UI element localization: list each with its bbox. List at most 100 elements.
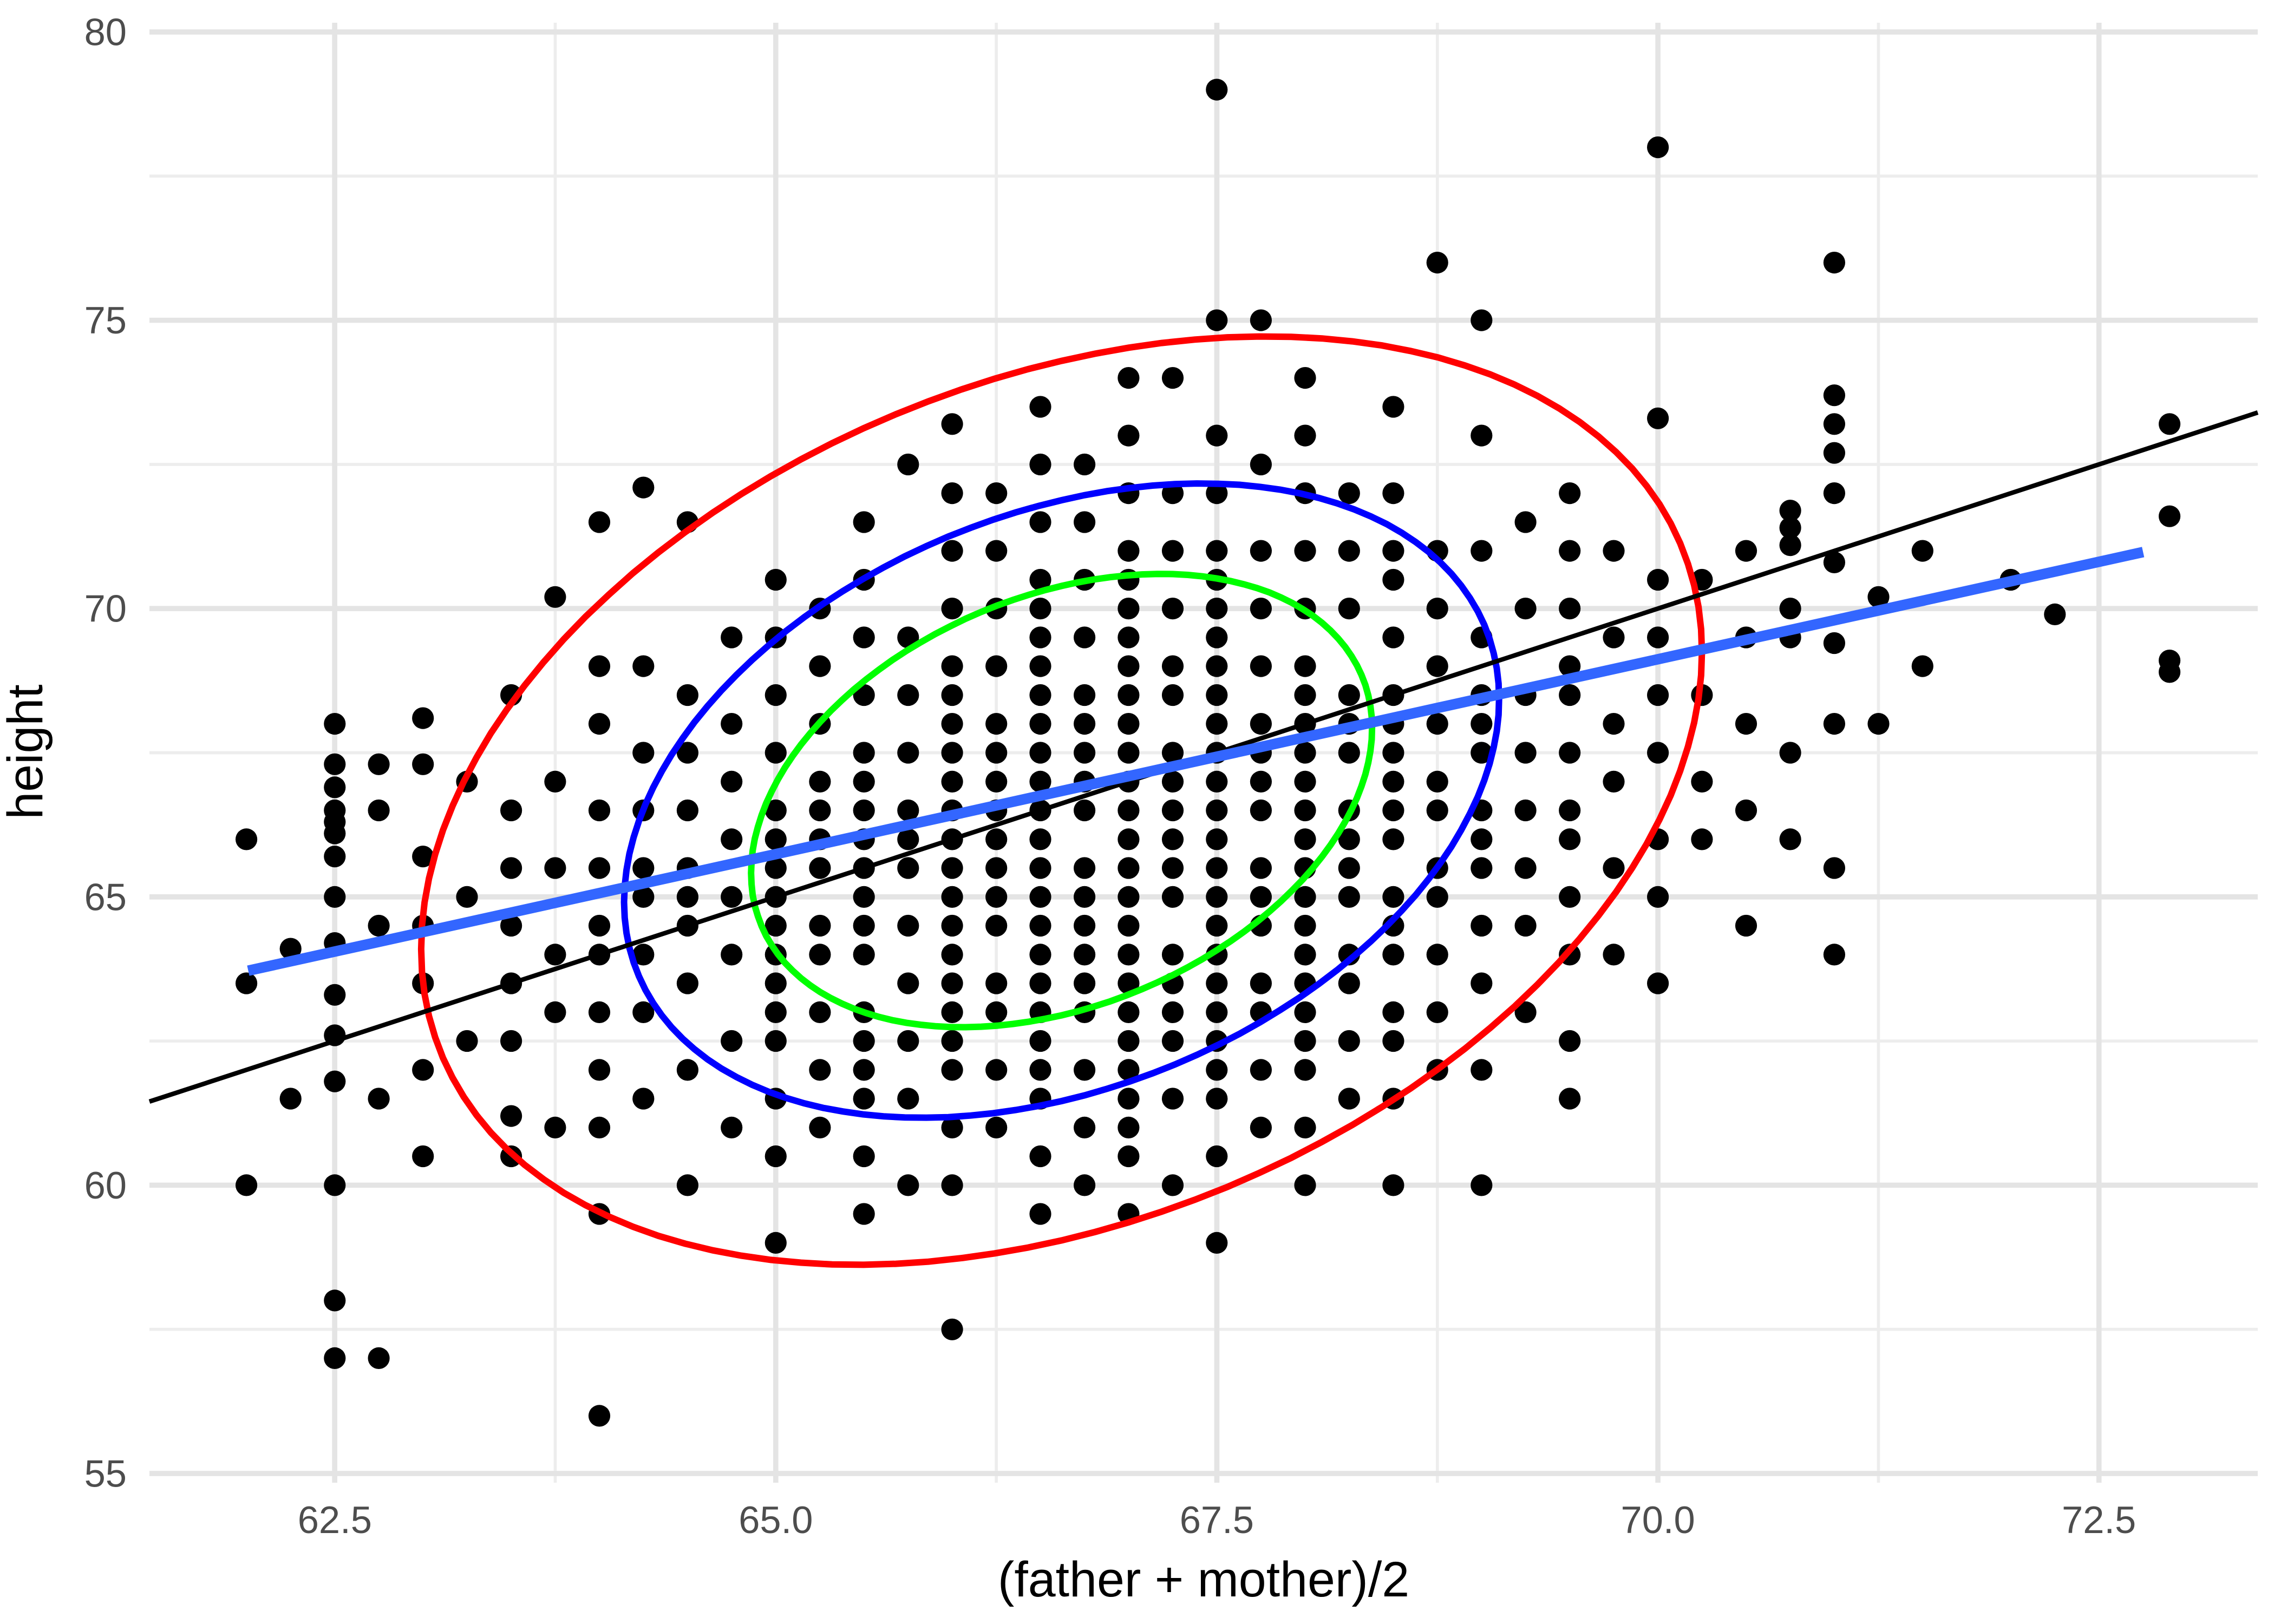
data-point (279, 938, 302, 960)
data-point (1029, 655, 1051, 677)
data-point (1161, 655, 1184, 677)
data-point (1779, 742, 1801, 764)
data-point (1206, 828, 1228, 850)
data-point (1161, 1088, 1184, 1110)
data-point (853, 1088, 875, 1110)
data-point (1779, 516, 1801, 539)
x-tick-label: 65.0 (739, 1498, 813, 1541)
data-point (1029, 713, 1051, 735)
data-point (764, 972, 787, 994)
data-point (1603, 713, 1625, 735)
data-point (985, 742, 1008, 764)
data-point (1691, 770, 1713, 793)
data-point (1514, 742, 1537, 764)
data-point (1426, 252, 1448, 274)
data-point (1471, 857, 1493, 879)
data-point (588, 511, 611, 533)
data-point (1867, 713, 1890, 735)
data-point (1426, 886, 1448, 908)
x-tick-label: 67.5 (1180, 1498, 1254, 1541)
data-point (985, 1001, 1008, 1023)
data-point (279, 1088, 302, 1110)
data-point (1029, 857, 1051, 879)
data-point (1471, 828, 1493, 850)
data-point (1118, 799, 1140, 822)
data-point (1823, 713, 1846, 735)
data-point (1206, 78, 1228, 101)
data-point (236, 1174, 258, 1196)
data-point (1206, 540, 1228, 562)
data-point (941, 886, 963, 908)
y-axis-title: height (0, 684, 53, 819)
data-point (368, 1347, 390, 1369)
data-point (500, 914, 522, 937)
data-point (1426, 1001, 1448, 1023)
data-point (2159, 505, 2181, 527)
data-point (764, 1030, 787, 1052)
data-point (1471, 742, 1493, 764)
data-point (1911, 540, 1933, 562)
data-point (1471, 540, 1493, 562)
data-point (1823, 384, 1846, 407)
data-point (1250, 1059, 1272, 1081)
data-point (897, 914, 919, 937)
data-point (324, 776, 346, 798)
data-point (1603, 626, 1625, 649)
y-tick-label: 65 (84, 876, 127, 919)
data-point (853, 1145, 875, 1168)
data-point (1382, 568, 1404, 591)
data-point (1603, 770, 1625, 793)
data-point (1206, 309, 1228, 331)
data-point (809, 944, 831, 966)
data-point (588, 713, 611, 735)
reference-lines (148, 410, 2259, 1104)
data-point (324, 1174, 346, 1196)
data-point (1029, 453, 1051, 476)
normal-ellipses (417, 333, 1706, 1268)
data-point (1206, 914, 1228, 937)
data-points (236, 78, 2181, 1427)
data-point (632, 944, 655, 966)
data-point (544, 770, 566, 793)
data-point (1118, 1145, 1140, 1168)
data-point (1250, 1116, 1272, 1138)
data-point (1074, 972, 1096, 994)
data-point (1118, 598, 1140, 620)
data-point (1206, 424, 1228, 447)
data-point (985, 1116, 1008, 1138)
y-tick-label: 60 (84, 1164, 127, 1207)
data-point (1559, 886, 1581, 908)
data-point (1294, 742, 1316, 764)
data-point (1647, 568, 1669, 591)
data-point (1250, 857, 1272, 879)
x-axis-tick-labels: 62.5 65.0 67.5 70.0 72.5 (298, 1498, 2136, 1541)
data-point (1779, 534, 1801, 556)
data-point (853, 944, 875, 966)
data-point (764, 684, 787, 706)
data-point (897, 857, 919, 879)
data-point (1823, 482, 1846, 505)
data-point (1118, 655, 1140, 677)
data-point (1029, 886, 1051, 908)
data-point (1206, 972, 1228, 994)
data-point (941, 1059, 963, 1081)
data-point (588, 799, 611, 822)
x-axis-title: (father + mother)/2 (998, 1552, 1409, 1607)
data-point (1029, 1203, 1051, 1225)
data-point (676, 886, 698, 908)
data-point (500, 1030, 522, 1052)
data-point (853, 914, 875, 937)
data-point (1294, 684, 1316, 706)
data-point (588, 655, 611, 677)
data-point (764, 1001, 787, 1023)
data-point (1294, 1030, 1316, 1052)
data-point (1471, 972, 1493, 994)
data-point (1559, 1030, 1581, 1052)
data-point (1206, 886, 1228, 908)
data-point (1161, 1001, 1184, 1023)
data-point (853, 770, 875, 793)
data-point (412, 1059, 434, 1081)
data-point (1294, 886, 1316, 908)
data-point (764, 1232, 787, 1254)
data-point (1250, 540, 1272, 562)
